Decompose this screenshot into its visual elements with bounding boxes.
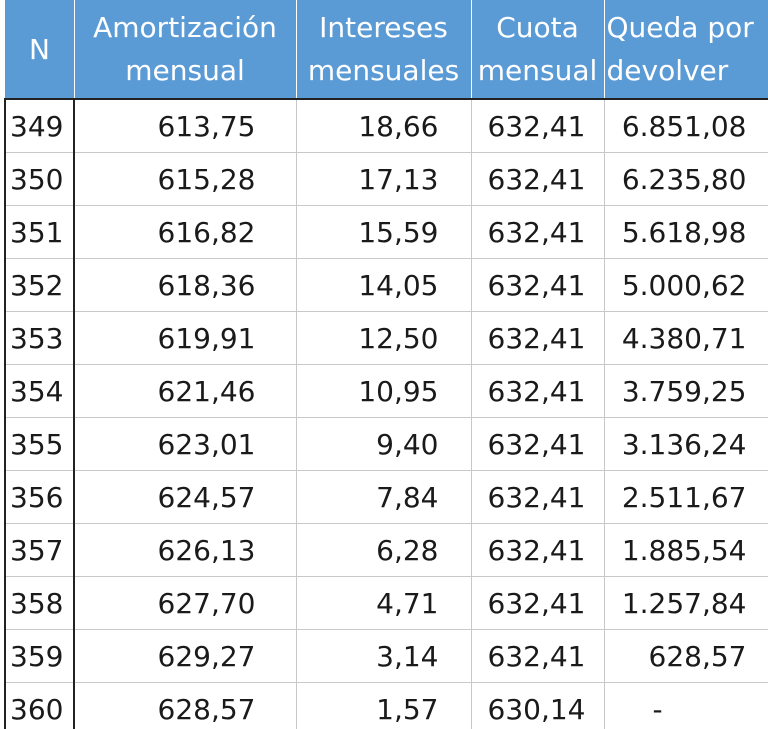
cell-queda[interactable]: 5.618,98	[603, 205, 768, 259]
table-row: 350 615,28 17,13 632,41 6.235,80	[4, 152, 768, 206]
header-queda[interactable]: Queda por devolver	[603, 0, 768, 99]
cell-amortizacion[interactable]: 626,13	[73, 523, 297, 577]
header-amortizacion-line1: Amortización	[93, 11, 277, 44]
header-n[interactable]: N	[4, 0, 75, 99]
cell-intereses[interactable]: 6,28	[295, 523, 472, 577]
cell-intereses[interactable]: 15,59	[295, 205, 472, 259]
cell-queda[interactable]: 6.851,08	[603, 98, 768, 153]
cell-cuota[interactable]: 632,41	[470, 523, 605, 577]
header-cuota[interactable]: Cuota mensual	[470, 0, 605, 99]
cell-intereses[interactable]: 10,95	[295, 364, 472, 418]
table-body: 349 613,75 18,66 632,41 6.851,08 350 615…	[4, 98, 768, 729]
table-row: 352 618,36 14,05 632,41 5.000,62	[4, 258, 768, 312]
cell-cuota[interactable]: 632,41	[470, 470, 605, 524]
cell-intereses[interactable]: 3,14	[295, 629, 472, 683]
cell-n[interactable]: 353	[4, 311, 75, 365]
cell-amortizacion[interactable]: 616,82	[73, 205, 297, 259]
cell-queda[interactable]: 3.136,24	[603, 417, 768, 471]
table-row: 351 616,82 15,59 632,41 5.618,98	[4, 205, 768, 259]
cell-intereses[interactable]: 4,71	[295, 576, 472, 630]
cell-n[interactable]: 359	[4, 629, 75, 683]
cell-amortizacion[interactable]: 627,70	[73, 576, 297, 630]
cell-queda[interactable]: 5.000,62	[603, 258, 768, 312]
cell-amortizacion[interactable]: 613,75	[73, 98, 297, 153]
cell-queda[interactable]: 3.759,25	[603, 364, 768, 418]
cell-amortizacion[interactable]: 623,01	[73, 417, 297, 471]
cell-n[interactable]: 352	[4, 258, 75, 312]
cell-cuota[interactable]: 632,41	[470, 364, 605, 418]
cell-amortizacion[interactable]: 629,27	[73, 629, 297, 683]
table-row: 355 623,01 9,40 632,41 3.136,24	[4, 417, 768, 471]
cell-cuota[interactable]: 632,41	[470, 417, 605, 471]
table-row: 349 613,75 18,66 632,41 6.851,08	[4, 98, 768, 153]
cell-amortizacion[interactable]: 624,57	[73, 470, 297, 524]
table-row: 353 619,91 12,50 632,41 4.380,71	[4, 311, 768, 365]
cell-cuota[interactable]: 632,41	[470, 576, 605, 630]
cell-cuota[interactable]: 632,41	[470, 98, 605, 153]
cell-n[interactable]: 355	[4, 417, 75, 471]
cell-n[interactable]: 358	[4, 576, 75, 630]
header-queda-line1: Queda por	[606, 11, 754, 44]
cell-intereses[interactable]: 9,40	[295, 417, 472, 471]
header-amortizacion-line2: mensual	[125, 54, 245, 87]
cell-intereses[interactable]: 7,84	[295, 470, 472, 524]
cell-n[interactable]: 360	[4, 682, 75, 729]
cell-n[interactable]: 354	[4, 364, 75, 418]
header-intereses-line2: mensuales	[307, 54, 460, 87]
cell-cuota[interactable]: 632,41	[470, 311, 605, 365]
cell-queda[interactable]: -	[603, 682, 768, 729]
table-row: 354 621,46 10,95 632,41 3.759,25	[4, 364, 768, 418]
table-row: 356 624,57 7,84 632,41 2.511,67	[4, 470, 768, 524]
cell-n[interactable]: 351	[4, 205, 75, 259]
header-cuota-line2: mensual	[477, 54, 598, 87]
cell-intereses[interactable]: 18,66	[295, 98, 472, 153]
cell-cuota[interactable]: 632,41	[470, 629, 605, 683]
table-row: 358 627,70 4,71 632,41 1.257,84	[4, 576, 768, 630]
cell-cuota[interactable]: 630,14	[470, 682, 605, 729]
cell-queda[interactable]: 628,57	[603, 629, 768, 683]
cell-queda[interactable]: 4.380,71	[603, 311, 768, 365]
cell-queda[interactable]: 1.257,84	[603, 576, 768, 630]
cell-queda[interactable]: 2.511,67	[603, 470, 768, 524]
cell-amortizacion[interactable]: 628,57	[73, 682, 297, 729]
header-n-label: N	[29, 32, 50, 66]
table-row: 359 629,27 3,14 632,41 628,57	[4, 629, 768, 683]
cell-amortizacion[interactable]: 619,91	[73, 311, 297, 365]
cell-intereses[interactable]: 14,05	[295, 258, 472, 312]
cell-intereses[interactable]: 1,57	[295, 682, 472, 729]
cell-queda[interactable]: 6.235,80	[603, 152, 768, 206]
table-row: 360 628,57 1,57 630,14 -	[4, 682, 768, 729]
table-row: 357 626,13 6,28 632,41 1.885,54	[4, 523, 768, 577]
cell-intereses[interactable]: 12,50	[295, 311, 472, 365]
table-header: N Amortización mensual Intereses mensual…	[4, 0, 768, 99]
header-intereses-line1: Intereses	[319, 11, 448, 44]
header-amortizacion[interactable]: Amortización mensual	[73, 0, 297, 99]
cell-n[interactable]: 350	[4, 152, 75, 206]
cell-queda[interactable]: 1.885,54	[603, 523, 768, 577]
cell-cuota[interactable]: 632,41	[470, 258, 605, 312]
cell-cuota[interactable]: 632,41	[470, 205, 605, 259]
cell-n[interactable]: 349	[4, 98, 75, 153]
header-cuota-line1: Cuota	[496, 11, 579, 44]
cell-n[interactable]: 357	[4, 523, 75, 577]
cell-amortizacion[interactable]: 615,28	[73, 152, 297, 206]
cell-intereses[interactable]: 17,13	[295, 152, 472, 206]
cell-amortizacion[interactable]: 621,46	[73, 364, 297, 418]
header-intereses[interactable]: Intereses mensuales	[295, 0, 472, 99]
cell-n[interactable]: 356	[4, 470, 75, 524]
cell-amortizacion[interactable]: 618,36	[73, 258, 297, 312]
cell-cuota[interactable]: 632,41	[470, 152, 605, 206]
amortization-table: N Amortización mensual Intereses mensual…	[4, 0, 768, 729]
header-queda-line2: devolver	[606, 54, 729, 87]
header-row: N Amortización mensual Intereses mensual…	[4, 0, 768, 99]
